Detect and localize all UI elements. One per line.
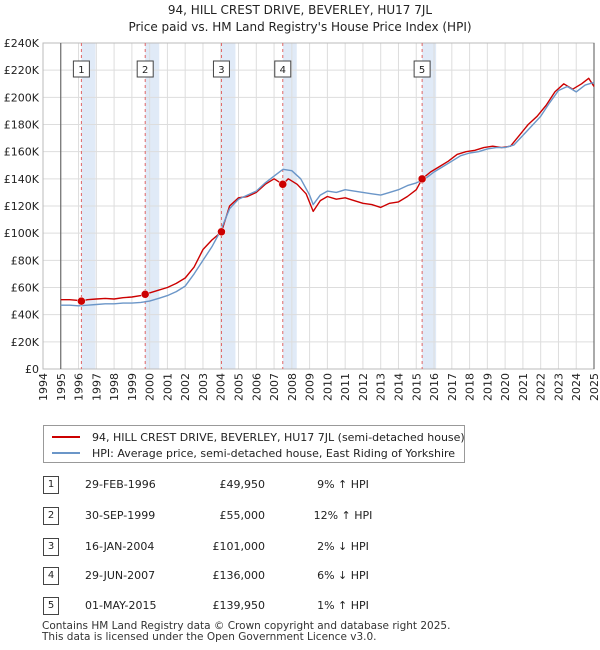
x-tick-label: 2023 (552, 373, 565, 401)
sale-price: £139,950 (212, 599, 266, 612)
y-tick-label: £20K (11, 336, 40, 349)
sale-date: 16-JAN-2004 (85, 540, 155, 553)
x-tick-label: 2000 (144, 373, 157, 401)
footer-attribution: Contains HM Land Registry data © Crown c… (42, 621, 450, 643)
x-tick-label: 2017 (446, 373, 459, 401)
sale-marker-box (413, 60, 431, 78)
x-tick-label: 2006 (250, 373, 263, 401)
x-tick-label: 2001 (161, 373, 174, 401)
sale-marker-box (72, 60, 90, 78)
y-tick-label: £60K (11, 282, 40, 295)
sale-point (417, 174, 427, 184)
x-tick-label: 2004 (215, 373, 228, 401)
footer-licence: This data is licensed under the Open Gov… (42, 631, 377, 643)
footer-copyright: Contains HM Land Registry data © Crown c… (42, 620, 451, 632)
x-tick-label: 2014 (392, 373, 405, 401)
sale-date: 01-MAY-2015 (85, 599, 157, 612)
x-tick-label: 1997 (90, 373, 103, 401)
sale-marker-number: 4 (280, 65, 286, 76)
x-tick-label: 2024 (570, 373, 583, 401)
x-tick-label: 2021 (517, 373, 530, 401)
sale-point (140, 290, 150, 299)
y-tick-label: £120K (4, 200, 40, 213)
x-tick-label: 2009 (304, 373, 317, 401)
sale-date: 29-JUN-2007 (85, 569, 156, 582)
sale-number-badge: 5 (43, 597, 59, 615)
legend-swatch-property (52, 436, 80, 438)
y-tick-label: £240K (4, 37, 40, 50)
chart-title-line-1: 94, HILL CREST DRIVE, BEVERLEY, HU17 7JL (168, 3, 432, 17)
sale-point (278, 180, 288, 189)
price-chart: 94, HILL CREST DRIVE, BEVERLEY, HU17 7JL… (4, 3, 600, 401)
y-tick-label: £0 (25, 363, 39, 376)
y-tick-label: £80K (11, 254, 40, 267)
x-tick-label: 2005 (233, 373, 246, 401)
x-tick-label: 2016 (428, 373, 441, 401)
x-tick-label: 2007 (268, 373, 281, 401)
x-tick-label: 2018 (464, 373, 477, 401)
legend-item-property: 94, HILL CREST DRIVE, BEVERLEY, HU17 7JL… (52, 429, 465, 445)
y-tick-label: £40K (11, 309, 40, 322)
x-tick-label: 2019 (481, 373, 494, 401)
y-tick-label: £220K (4, 64, 40, 77)
sale-point (217, 227, 226, 237)
x-tick-label: 2010 (321, 373, 334, 401)
x-tick-label: 1994 (37, 373, 50, 401)
x-tick-label: 2020 (499, 373, 512, 401)
sale-date: 30-SEP-1999 (85, 509, 156, 522)
legend-label-hpi: HPI: Average price, semi-detached house,… (92, 446, 456, 460)
sale-hpi-diff: 9% ↑ HPI (317, 478, 369, 491)
sale-number-badge: 3 (43, 538, 59, 556)
x-tick-label: 2013 (375, 373, 388, 401)
x-tick-label: 2022 (535, 373, 548, 401)
sale-price: £101,000 (212, 540, 266, 553)
sale-price: £136,000 (212, 569, 266, 582)
sale-hpi-diff: 12% ↑ HPI (313, 509, 373, 522)
y-tick-label: £200K (4, 91, 40, 104)
sale-number-badge: 2 (43, 507, 59, 525)
x-tick-label: 1998 (108, 373, 121, 401)
x-tick-label: 2012 (357, 373, 370, 401)
sale-marker-box (212, 60, 230, 78)
y-tick-label: £180K (4, 119, 40, 132)
sale-marker-box (274, 60, 292, 78)
sale-point (77, 296, 86, 306)
legend-item-hpi: HPI: Average price, semi-detached house,… (52, 445, 455, 461)
sale-marker-box (136, 60, 154, 78)
x-tick-label: 2003 (197, 373, 210, 401)
sale-price: £49,950 (219, 478, 266, 491)
sale-marker-number: 2 (142, 65, 148, 76)
legend-label-property: 94, HILL CREST DRIVE, BEVERLEY, HU17 7JL… (92, 430, 465, 444)
sale-number-badge: 1 (43, 476, 59, 494)
sale-hpi-diff: 1% ↑ HPI (317, 599, 369, 612)
y-tick-label: £100K (4, 227, 40, 240)
sale-number-badge: 4 (43, 567, 59, 585)
sale-hpi-diff: 6% ↓ HPI (317, 569, 369, 582)
x-tick-label: 1995 (55, 373, 68, 401)
sale-price: £55,000 (219, 509, 266, 522)
x-tick-label: 2025 (588, 373, 600, 401)
hpi-line (60, 81, 595, 307)
x-tick-label: 2002 (179, 373, 192, 401)
y-tick-label: £140K (4, 173, 40, 186)
sale-hpi-diff: 2% ↓ HPI (317, 540, 369, 553)
sale-marker-number: 3 (218, 65, 224, 76)
sale-marker-number: 5 (419, 65, 425, 76)
x-tick-label: 1999 (126, 373, 139, 401)
x-tick-label: 2011 (339, 373, 352, 401)
chart-title-line-2: Price paid vs. HM Land Registry's House … (128, 20, 471, 34)
x-tick-label: 2015 (410, 373, 423, 401)
x-tick-label: 2008 (286, 373, 299, 401)
sale-marker-number: 1 (78, 65, 84, 76)
x-tick-label: 1996 (73, 373, 86, 401)
y-tick-label: £160K (4, 146, 40, 159)
chart-legend: 94, HILL CREST DRIVE, BEVERLEY, HU17 7JL… (43, 425, 465, 463)
legend-swatch-hpi (52, 452, 80, 454)
sale-date: 29-FEB-1996 (85, 478, 156, 491)
